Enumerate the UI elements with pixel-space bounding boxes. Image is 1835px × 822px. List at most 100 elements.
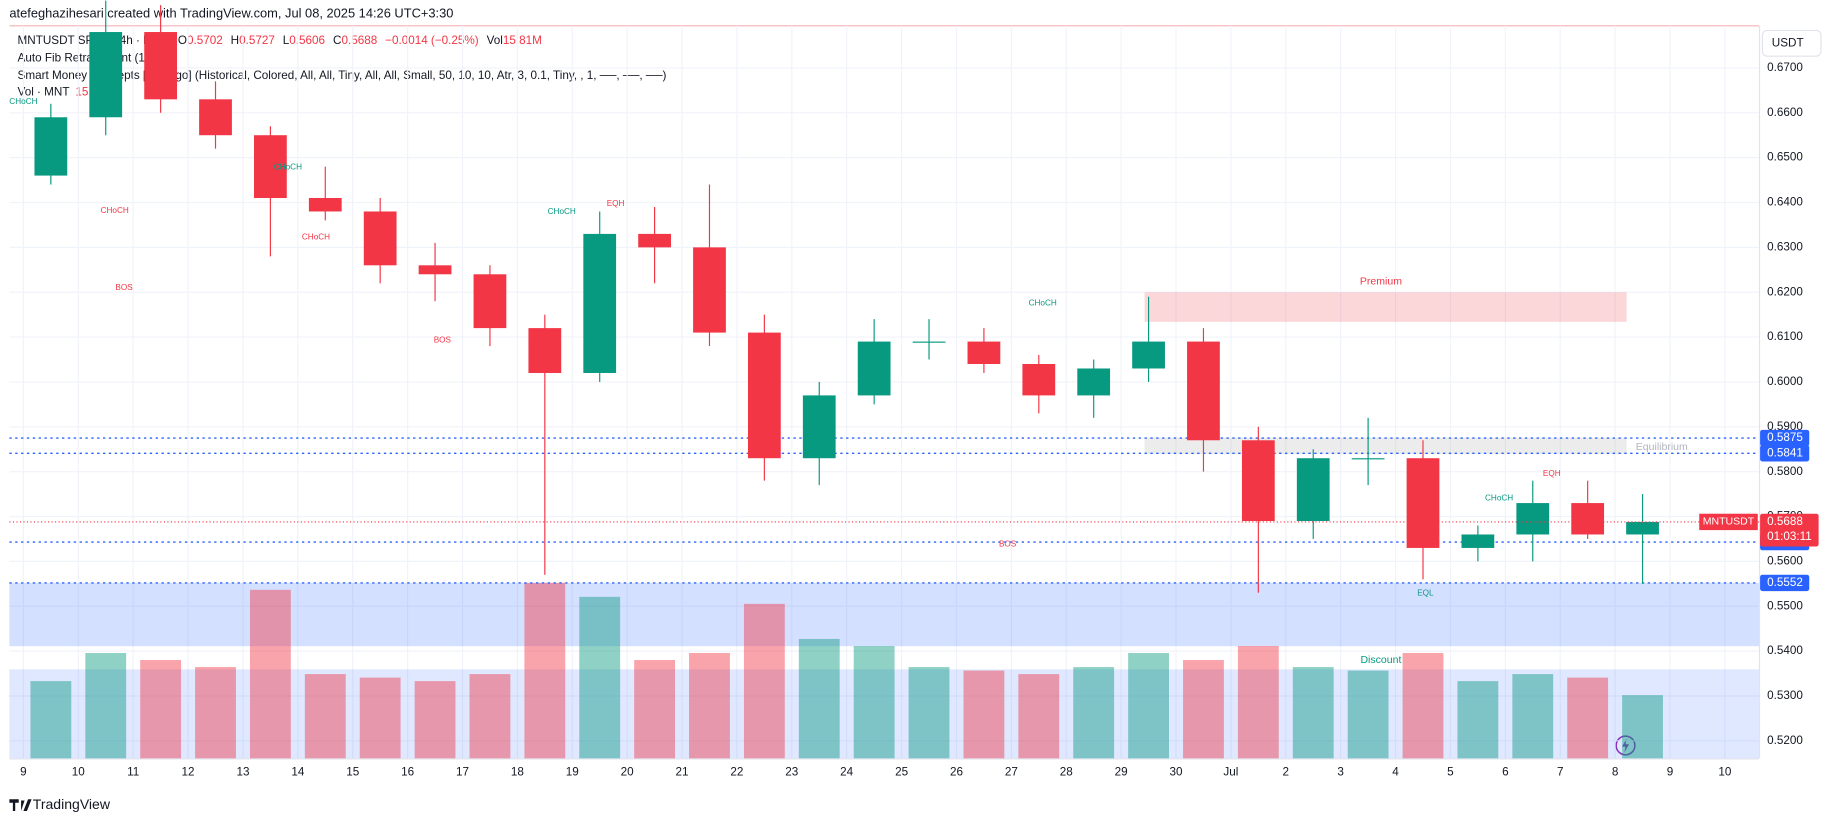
level-label: 0.5841 — [1767, 446, 1803, 459]
x-tick-label: 9 — [20, 765, 27, 778]
smc-label: CHoCH — [548, 207, 576, 216]
volume-bar — [1457, 681, 1499, 759]
y-tick-label: 0.6000 — [1767, 375, 1803, 388]
smc-label: EQL — [1417, 588, 1434, 597]
y-tick-label: 0.5600 — [1767, 554, 1803, 567]
candle-body — [144, 32, 178, 100]
volume-bar — [853, 645, 895, 759]
indicator[interactable]: Smart Money Concepts [LuxAlgo] (Historic… — [18, 69, 667, 82]
smc-label: BOS — [999, 539, 1017, 548]
smc-label: EQH — [1543, 469, 1561, 478]
plot: Premium Equilibrium Discount CHoCH CHoCH CHoC… — [9, 0, 1759, 759]
countdown: 01:03:11 — [1767, 530, 1812, 543]
volume-bar — [963, 670, 1005, 759]
x-tick-label: 30 — [1170, 765, 1184, 778]
x-tick-label: 2 — [1283, 765, 1290, 778]
x-tick-label: 28 — [1060, 765, 1073, 778]
zone-label: Equilibrium — [1636, 441, 1688, 453]
smc-label: BOS — [434, 336, 452, 345]
candle-body — [1571, 503, 1605, 535]
c: 0.5688 — [341, 34, 377, 47]
x-tick-label: Jul — [1223, 765, 1238, 778]
volume-bar — [524, 582, 566, 759]
smc-label: CHoCH — [274, 163, 302, 172]
x-tick-label: 11 — [127, 765, 139, 778]
candle-body — [967, 341, 1001, 365]
candle-body — [473, 274, 507, 329]
candle-body — [1516, 503, 1550, 535]
smc-label: CHoCH — [1029, 298, 1057, 307]
x-tick-label: 16 — [401, 765, 414, 778]
y-tick-label: 0.6200 — [1767, 285, 1803, 298]
h: 0.5727 — [239, 34, 275, 47]
candle-body — [1461, 534, 1495, 548]
candle-body — [1132, 341, 1165, 369]
volume-bar — [1567, 677, 1609, 759]
x-tick-label: 9 — [1667, 765, 1674, 778]
candle-body — [528, 328, 562, 373]
volume-bar — [1128, 653, 1169, 759]
candle-body — [308, 198, 342, 212]
candle-body — [1351, 458, 1385, 460]
x-tick-label: 22 — [730, 765, 743, 778]
x-tick-label: 4 — [1392, 765, 1399, 778]
x-tick-label: 29 — [1115, 765, 1128, 778]
smc-label: EQH — [607, 199, 625, 208]
volume-bar — [140, 660, 182, 759]
volume-legend-name: Vol · MNT — [18, 86, 70, 99]
last-price-name-tag — [1699, 513, 1758, 531]
x-tick-label: 17 — [456, 765, 469, 778]
y-tick-label: 0.5800 — [1767, 465, 1803, 478]
zone-label: Premium — [1360, 275, 1402, 287]
currency-button[interactable] — [1761, 29, 1822, 57]
y-tick-label: 0.6600 — [1767, 106, 1803, 119]
volume-bar — [195, 667, 236, 759]
volume-bar — [908, 667, 950, 759]
candle-body — [363, 211, 397, 266]
zone-label: Discount — [1360, 654, 1401, 666]
last-price-label: 0.5688 — [1767, 515, 1803, 528]
y-tick-label: 0.6400 — [1767, 196, 1803, 209]
x-tick-label: 12 — [182, 765, 195, 778]
volume — [9, 582, 1759, 759]
x-tick-label: 3 — [1337, 765, 1344, 778]
x-tick-label: 21 — [676, 765, 689, 778]
candle-body — [89, 32, 123, 118]
ohlc: O0.5702 H0.5727 L0.5606 C0.5688 −0.0014 … — [178, 34, 542, 47]
volume-bar — [1512, 674, 1554, 759]
volume-bar — [1183, 660, 1224, 759]
candle-body — [802, 395, 836, 459]
candle-body — [1187, 341, 1220, 441]
volume-bar — [1347, 670, 1389, 759]
x-tick-label: 10 — [72, 765, 86, 778]
volume-bar — [359, 677, 401, 759]
zone — [1144, 292, 1627, 322]
last-price-name: MNTUSDT — [1703, 516, 1755, 528]
candle-body — [1077, 368, 1111, 396]
x-tick-label: 6 — [1502, 765, 1509, 778]
volume-bar — [1018, 674, 1060, 759]
c-label: C — [333, 34, 341, 47]
volume-bar — [1622, 695, 1663, 759]
candle-body — [418, 265, 452, 275]
volume-bar — [30, 681, 72, 759]
candle-body — [1296, 458, 1330, 522]
y-tick-label: 0.6500 — [1767, 151, 1803, 164]
brand-logo: TradingView — [9, 796, 111, 812]
x-tick-label: 25 — [895, 765, 909, 778]
y-tick-label: 0.6300 — [1767, 240, 1803, 253]
volume-pane — [9, 669, 1759, 759]
x-tick-label: 19 — [566, 765, 579, 778]
volume-bar — [634, 660, 676, 759]
x-tick-label: 5 — [1447, 765, 1454, 778]
x-tick-label: 8 — [1612, 765, 1619, 778]
volume-bar — [1402, 653, 1444, 759]
volume-bar — [689, 653, 730, 759]
volume-bar — [85, 653, 127, 759]
flash-icon — [1622, 738, 1630, 753]
x-tick-label: 23 — [785, 765, 798, 778]
smc-label: CHoCH — [9, 97, 37, 106]
volume-bar — [469, 674, 511, 759]
